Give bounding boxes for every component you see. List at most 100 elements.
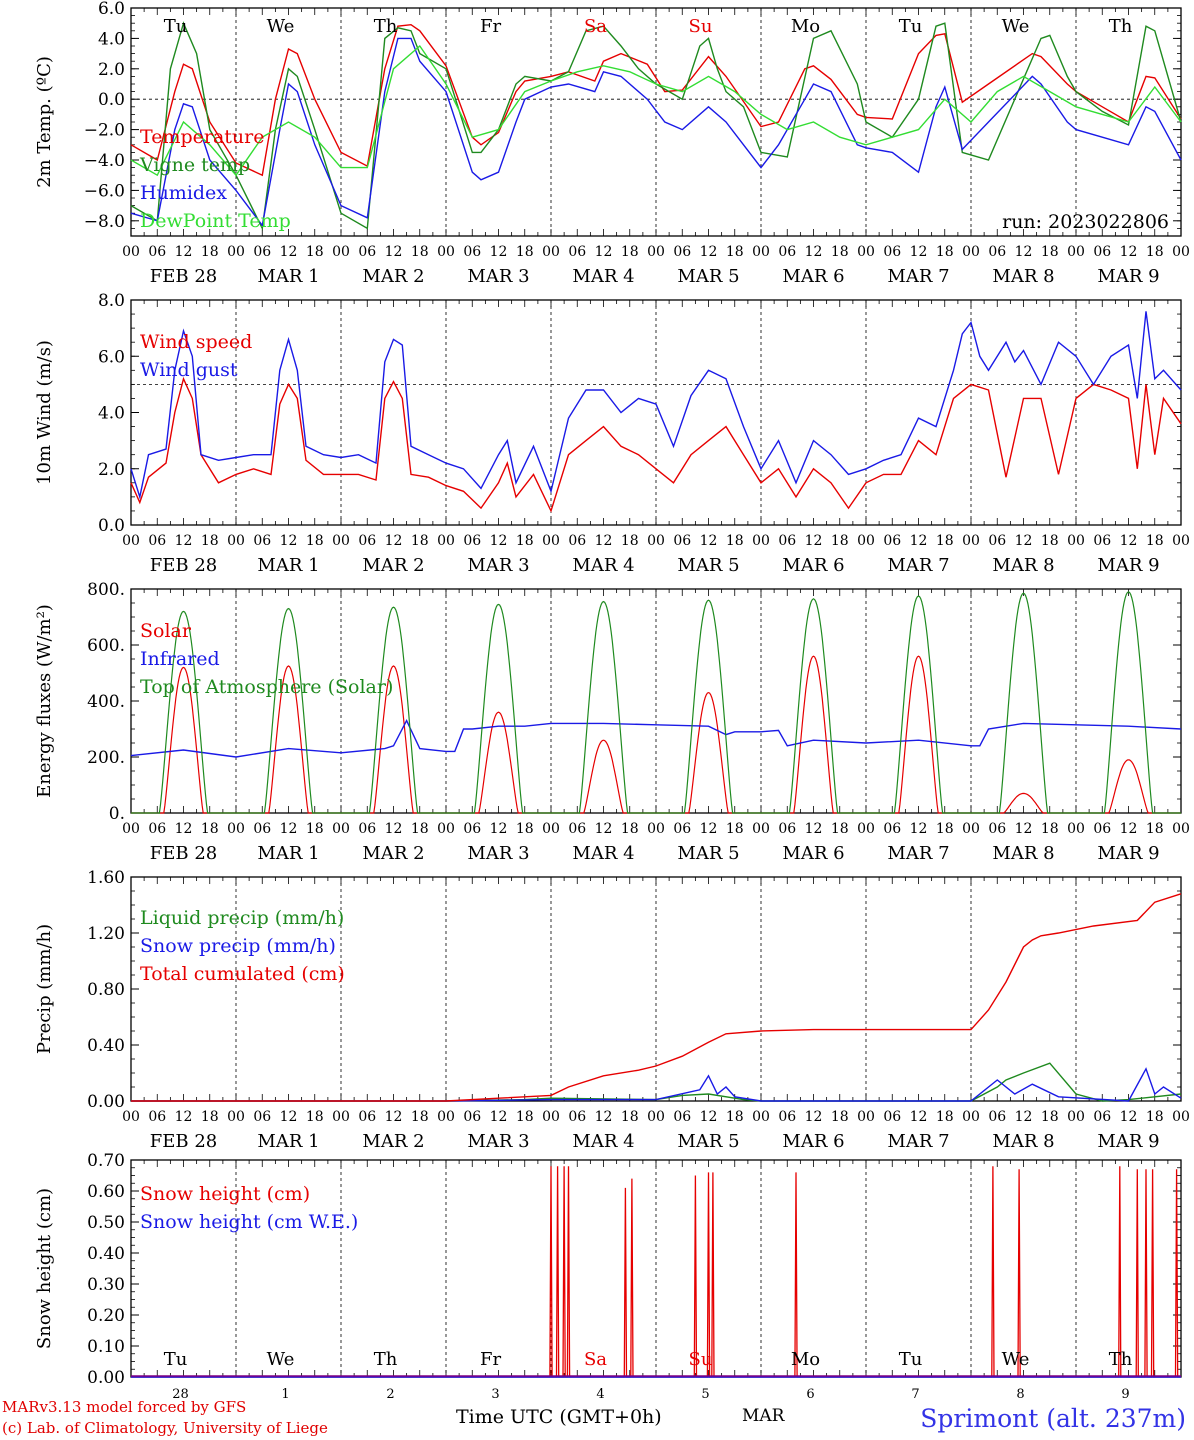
date-label: MAR 1 (257, 266, 319, 287)
series-dewpoint-temp (130, 44, 1182, 177)
hour-label: 06 (253, 1109, 271, 1125)
weekday-label: Th (1109, 16, 1133, 37)
hour-label: 12 (595, 821, 613, 837)
day-number-label: 9 (1121, 1387, 1129, 1402)
legend-entry: Wind speed (140, 331, 252, 353)
date-label: MAR 2 (362, 1131, 424, 1152)
hour-label: 12 (280, 244, 298, 260)
date-label: MAR 7 (887, 555, 949, 576)
date-label: MAR 9 (1097, 843, 1159, 864)
hour-label: 12 (1015, 821, 1033, 837)
hour-label: 12 (490, 1109, 508, 1125)
hour-label: 06 (148, 1109, 166, 1125)
hour-label: 06 (253, 821, 271, 837)
y-tick-label: −6.0 (84, 181, 125, 201)
month-label: MAR (742, 1406, 785, 1426)
hour-label: 00 (962, 821, 980, 837)
hour-label: 12 (175, 1109, 193, 1125)
hour-label: 18 (201, 1109, 219, 1125)
hour-label: 00 (962, 533, 980, 549)
hour-label: 12 (595, 1109, 613, 1125)
date-label: FEB 28 (150, 555, 217, 576)
y-tick-label: 400. (87, 692, 125, 712)
hour-label: 00 (227, 533, 245, 549)
hour-label: 00 (647, 1109, 665, 1125)
hour-label: 18 (1041, 533, 1059, 549)
hour-label: 06 (148, 533, 166, 549)
day-number-label: 28 (172, 1387, 189, 1402)
hour-label: 12 (700, 821, 718, 837)
y-tick-label: 1.60 (87, 868, 125, 888)
hour-label: 12 (175, 533, 193, 549)
y-tick-label: 0.30 (87, 1275, 125, 1295)
y-tick-label: −8.0 (84, 212, 125, 232)
date-label: MAR 9 (1097, 266, 1159, 287)
hour-label: 00 (227, 1109, 245, 1125)
hour-label: 06 (358, 244, 376, 260)
hour-label: 00 (1172, 1109, 1190, 1125)
legend-entry: Liquid precip (mm/h) (140, 907, 344, 929)
hour-label: 06 (1093, 1109, 1111, 1125)
weekday-label: Tu (164, 16, 188, 37)
hour-label: 06 (883, 821, 901, 837)
hour-label: 18 (936, 1109, 954, 1125)
y-tick-label: −2.0 (84, 121, 125, 141)
weekday-label: We (1002, 1349, 1030, 1370)
hour-label: 06 (463, 533, 481, 549)
date-label: MAR 6 (782, 843, 844, 864)
hour-label: 00 (1172, 244, 1190, 260)
model-credit: MARv3.13 model forced by GFS (2, 1398, 247, 1416)
hour-label: 18 (306, 533, 324, 549)
legend-entry: Wind gust (140, 359, 238, 381)
series-wind-gust (130, 311, 1182, 500)
weekday-label: Fr (480, 16, 501, 37)
hour-label: 00 (1172, 533, 1190, 549)
y-tick-label: 0.40 (87, 1244, 125, 1264)
hour-label: 06 (463, 1109, 481, 1125)
hour-label: 18 (621, 821, 639, 837)
hour-label: 00 (1067, 244, 1085, 260)
hour-label: 00 (122, 533, 140, 549)
y-tick-label: 8.0 (98, 291, 125, 311)
hour-label: 18 (936, 244, 954, 260)
hour-label: 06 (883, 533, 901, 549)
series-top-of-atmosphere-solar (131, 591, 1181, 814)
hour-label: 00 (962, 244, 980, 260)
hour-label: 06 (568, 1109, 586, 1125)
legend-entry: Vigne temp (139, 154, 250, 176)
hour-label: 12 (910, 244, 928, 260)
legend-entry: Snow height (cm) (140, 1183, 310, 1205)
hour-label: 12 (1015, 533, 1033, 549)
legend-entry: DewPoint Temp (140, 210, 291, 232)
hour-label: 12 (805, 1109, 823, 1125)
hour-label: 12 (805, 821, 823, 837)
hour-label: 12 (490, 821, 508, 837)
hour-label: 06 (673, 821, 691, 837)
hour-label: 18 (306, 244, 324, 260)
date-label: FEB 28 (150, 1131, 217, 1152)
legend-entry: Snow precip (mm/h) (140, 935, 336, 957)
hour-label: 00 (647, 821, 665, 837)
hour-label: 12 (595, 244, 613, 260)
legend-entry: Total cumulated (cm) (140, 963, 345, 985)
y-tick-label: 600. (87, 636, 125, 656)
legend-entry: Solar (140, 620, 192, 642)
y-tick-label: 0.0 (98, 516, 125, 536)
weekday-label: Fr (480, 1349, 501, 1370)
hour-label: 18 (726, 533, 744, 549)
hour-label: 00 (332, 821, 350, 837)
hour-label: 12 (700, 533, 718, 549)
date-label: MAR 3 (467, 1131, 529, 1152)
hour-label: 12 (1120, 533, 1138, 549)
hour-label: 12 (385, 821, 403, 837)
date-label: MAR 9 (1097, 1131, 1159, 1152)
hour-label: 12 (280, 1109, 298, 1125)
day-number-label: 6 (806, 1387, 814, 1402)
hour-label: 18 (516, 821, 534, 837)
legend-entry: Temperature (140, 126, 264, 148)
day-number-label: 5 (701, 1387, 709, 1402)
day-number-label: 3 (491, 1387, 499, 1402)
panel-frame-3 (130, 588, 1182, 814)
y-tick-label: 0.00 (87, 1368, 125, 1388)
date-label: MAR 3 (467, 266, 529, 287)
